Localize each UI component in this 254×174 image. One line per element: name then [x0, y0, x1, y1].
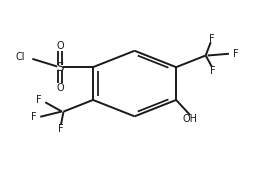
- Text: O: O: [56, 83, 64, 93]
- Text: Cl: Cl: [16, 52, 25, 62]
- Text: F: F: [209, 34, 215, 44]
- Text: F: F: [58, 124, 64, 133]
- Text: OH: OH: [183, 114, 198, 124]
- Text: O: O: [56, 41, 64, 51]
- Text: F: F: [211, 66, 216, 76]
- Text: F: F: [30, 112, 36, 122]
- Text: F: F: [233, 49, 239, 59]
- Text: S: S: [56, 61, 64, 74]
- Text: F: F: [36, 94, 41, 105]
